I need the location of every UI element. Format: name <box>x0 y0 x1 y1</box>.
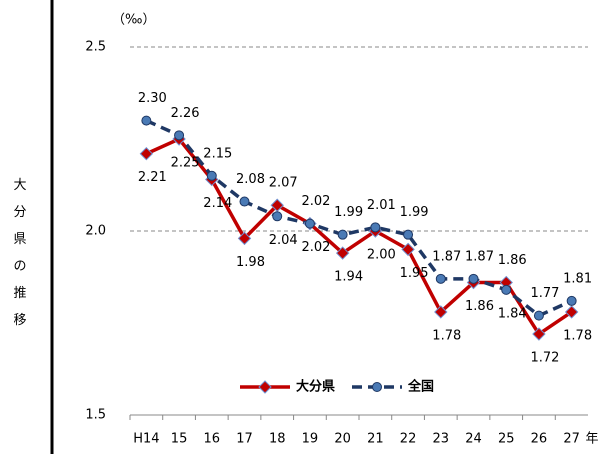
data-label: 2.15 <box>203 146 232 161</box>
point <box>237 231 252 246</box>
data-label: 2.02 <box>301 194 330 209</box>
point <box>532 327 546 341</box>
data-label: 1.81 <box>563 271 592 286</box>
point <box>270 198 284 212</box>
data-label: 2.04 <box>269 233 298 248</box>
x-tick-label: 25 <box>498 432 515 447</box>
series-line <box>145 119 573 318</box>
point <box>337 229 348 240</box>
data-label: 1.98 <box>236 255 265 270</box>
data-label: 1.78 <box>432 328 461 343</box>
point <box>403 229 414 240</box>
data-label: 1.94 <box>334 270 363 285</box>
x-suffix: 年 <box>585 432 598 447</box>
data-label: 2.14 <box>203 196 232 211</box>
point <box>564 305 579 319</box>
point <box>206 170 217 181</box>
point <box>501 284 512 295</box>
x-tick-label: 17 <box>236 432 253 447</box>
point <box>468 273 479 284</box>
data-label: 2.00 <box>367 248 396 263</box>
data-label: 2.25 <box>171 156 200 171</box>
data-label: 1.86 <box>465 299 494 314</box>
x-tick-label: 27 <box>563 432 580 447</box>
data-label: 2.08 <box>236 172 265 187</box>
data-label: 1.87 <box>465 249 494 264</box>
point <box>335 246 350 260</box>
y-tick-label: 2.5 <box>85 40 106 55</box>
data-label: 2.07 <box>269 176 298 191</box>
point <box>304 218 315 229</box>
y-axis-label: 大分県の推移 <box>13 178 26 328</box>
x-tick-label: 15 <box>171 432 188 447</box>
x-tick-label: 19 <box>302 432 319 447</box>
data-label: 1.99 <box>334 205 363 220</box>
x-tick-label: 22 <box>400 432 417 447</box>
point <box>566 295 577 306</box>
point <box>401 242 415 257</box>
unit-label: （‰） <box>112 13 155 28</box>
data-label: 1.84 <box>498 306 527 321</box>
data-label: 1.99 <box>400 205 429 220</box>
x-tick-label: 24 <box>465 432 482 447</box>
data-label: 1.95 <box>400 266 429 281</box>
y-tick-label: 2.0 <box>85 224 106 239</box>
x-tick-label: 18 <box>269 432 286 447</box>
data-label: 1.77 <box>530 286 559 301</box>
point <box>533 310 544 321</box>
point <box>174 130 185 141</box>
point <box>272 211 283 222</box>
y-tick-label: 1.5 <box>85 408 106 423</box>
legend-marker <box>258 380 272 394</box>
data-label: 1.72 <box>530 351 559 366</box>
data-label: 2.26 <box>171 106 200 121</box>
x-tick-label: H14 <box>133 432 159 447</box>
data-label: 2.01 <box>367 198 396 213</box>
legend-marker <box>372 382 382 392</box>
x-tick-label: 21 <box>367 432 384 447</box>
legend-label: 大分県 <box>296 379 335 395</box>
data-label: 1.78 <box>563 328 592 343</box>
point <box>434 305 448 319</box>
point <box>435 273 446 284</box>
x-tick-label: 26 <box>531 432 548 447</box>
point <box>139 147 154 161</box>
point <box>370 222 381 233</box>
data-label: 2.30 <box>138 91 167 106</box>
x-tick-label: 20 <box>334 432 351 447</box>
data-label: 1.86 <box>498 253 527 268</box>
data-label: 1.87 <box>432 249 461 264</box>
legend-label: 全国 <box>407 379 434 395</box>
data-label: 2.21 <box>138 170 167 185</box>
point <box>141 115 152 126</box>
data-label: 2.02 <box>301 240 330 255</box>
x-tick-label: 16 <box>204 432 221 447</box>
x-tick-label: 23 <box>433 432 450 447</box>
point <box>239 196 250 207</box>
